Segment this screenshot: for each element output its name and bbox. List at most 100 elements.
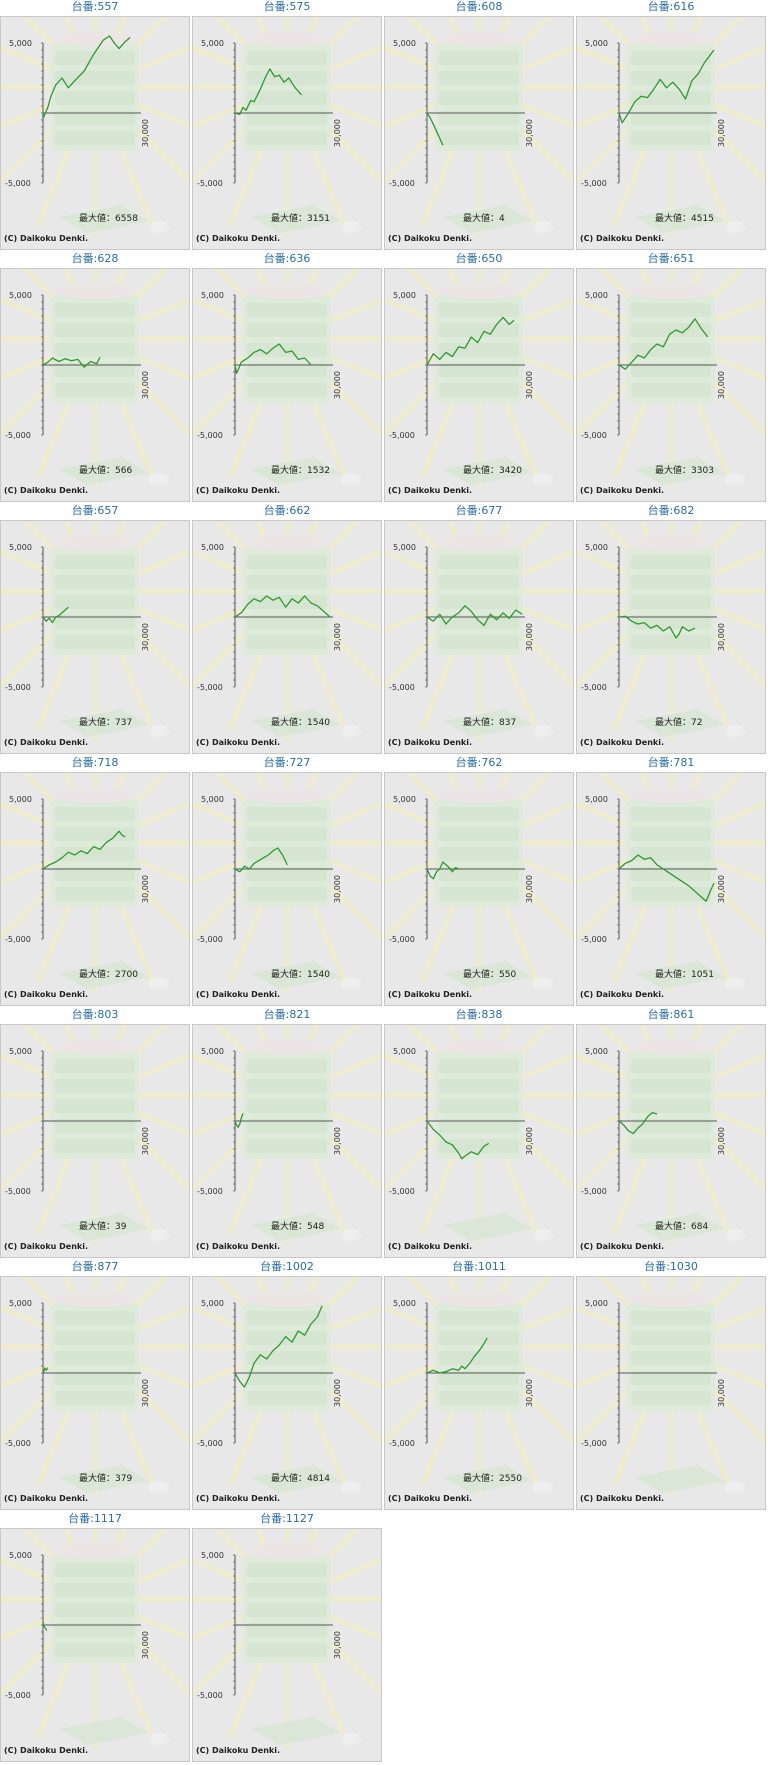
machine-title-link[interactable]: 台番:838 — [455, 1008, 503, 1021]
y-tick-label-bottom: -5,000 — [389, 935, 415, 944]
slump-chart[interactable]: 5,000 -5,000 30,000 最大値：39 (C) Daikoku Denki… — [0, 1024, 190, 1258]
machine-title-link[interactable]: 台番:821 — [263, 1008, 311, 1021]
y-tick-label-bottom: -5,000 — [5, 431, 31, 440]
slump-chart[interactable]: 5,000 -5,000 30,000 最大値：4814 (C) Daikoku Den… — [192, 1276, 382, 1510]
background-art — [193, 1277, 381, 1497]
x-tick-label: 30,000 — [333, 623, 342, 651]
slump-chart[interactable]: 5,000 -5,000 30,000 最大値：4 (C) Daikoku Denki. — [384, 16, 574, 250]
machine-title-link[interactable]: 台番:1030 — [644, 1260, 698, 1273]
max-value-label: 最大値：379 — [79, 1472, 132, 1484]
slump-chart-svg: 5,000 -5,000 30,000 最大値：4814 (C) Daikoku Den… — [193, 1277, 381, 1503]
y-tick-label-top: 5,000 — [393, 543, 416, 552]
machine-card: 台番:1011 5,000 -5,000 30,000 最大値：2550 (C) Daik… — [384, 1260, 574, 1512]
background-art — [193, 269, 381, 489]
slump-chart[interactable]: 5,000 -5,000 30,000 最大値：1051 (C) Daikoku Den… — [576, 772, 766, 1006]
machine-title-link[interactable]: 台番:608 — [455, 0, 503, 13]
machine-title-link[interactable]: 台番:803 — [71, 1008, 119, 1021]
copyright-label: (C) Daikoku Denki. — [388, 738, 472, 747]
slump-chart[interactable]: 5,000 -5,000 30,000 (C) Daikoku Denki. — [0, 1528, 190, 1762]
machine-title-link[interactable]: 台番:682 — [647, 504, 695, 517]
slump-chart[interactable]: 5,000 -5,000 30,000 (C) Daikoku Denki. — [192, 1528, 382, 1762]
slump-chart[interactable]: 5,000 -5,000 30,000 最大値：4515 (C) Daikoku Den… — [576, 16, 766, 250]
copyright-label: (C) Daikoku Denki. — [196, 234, 280, 243]
slump-series-line — [234, 68, 302, 116]
copyright-label: (C) Daikoku Denki. — [196, 738, 280, 747]
y-tick-label-bottom: -5,000 — [581, 431, 607, 440]
machine-title-link[interactable]: 台番:1002 — [260, 1260, 314, 1273]
machine-title-link[interactable]: 台番:677 — [455, 504, 503, 517]
y-tick-label-top: 5,000 — [201, 1047, 224, 1056]
slump-series-line — [426, 112, 444, 146]
slump-chart[interactable]: 5,000 -5,000 30,000 最大値：2700 (C) Daikoku Den… — [0, 772, 190, 1006]
slump-series-line — [618, 1111, 658, 1135]
slump-chart[interactable]: 5,000 -5,000 30,000 最大値：550 (C) Daikoku Denk… — [384, 772, 574, 1006]
background-art — [577, 17, 765, 237]
slump-series-line — [618, 49, 715, 124]
y-tick-label-bottom: -5,000 — [197, 1187, 223, 1196]
machine-title-link[interactable]: 台番:575 — [263, 0, 311, 13]
max-value-label: 最大値：6558 — [79, 212, 138, 224]
y-tick-label-top: 5,000 — [9, 1299, 32, 1308]
slump-chart[interactable]: 5,000 -5,000 30,000 最大値：3151 (C) Daikoku Den… — [192, 16, 382, 250]
slump-chart[interactable]: 5,000 -5,000 30,000 最大値：737 (C) Daikoku Denk… — [0, 520, 190, 754]
machine-card: 台番:727 5,000 -5,000 30,000 最大値：1540 (C) Daiko… — [192, 756, 382, 1008]
machine-title-link[interactable]: 台番:662 — [263, 504, 311, 517]
slump-chart[interactable]: 5,000 -5,000 30,000 最大値：548 (C) Daikoku Denk… — [192, 1024, 382, 1258]
machine-title-link[interactable]: 台番:651 — [647, 252, 695, 265]
machine-title-link[interactable]: 台番:762 — [455, 756, 503, 769]
x-tick-label: 30,000 — [333, 875, 342, 903]
machine-title-link[interactable]: 台番:1011 — [452, 1260, 506, 1273]
slump-chart[interactable]: 5,000 -5,000 30,000 (C) Daikoku Denki. — [384, 1024, 574, 1258]
slump-chart[interactable]: 5,000 -5,000 30,000 最大値：6558 (C) Daikoku Den… — [0, 16, 190, 250]
machine-title-link[interactable]: 台番:727 — [263, 756, 311, 769]
slump-chart[interactable]: 5,000 -5,000 30,000 最大値：684 (C) Daikoku Denk… — [576, 1024, 766, 1258]
y-tick-label-bottom: -5,000 — [389, 431, 415, 440]
max-value-prefix: 最大値： — [463, 212, 499, 224]
slump-series-line — [426, 861, 459, 880]
machine-title-link[interactable]: 台番:616 — [647, 0, 695, 13]
machine-title-link[interactable]: 台番:1117 — [68, 1512, 122, 1525]
machine-title-link[interactable]: 台番:861 — [647, 1008, 695, 1021]
slump-chart[interactable]: 5,000 -5,000 30,000 最大値：2550 (C) Daikoku Den… — [384, 1276, 574, 1510]
machine-title-link[interactable]: 台番:650 — [455, 252, 503, 265]
slump-chart[interactable]: 5,000 -5,000 30,000 (C) Daikoku Denki. — [576, 1276, 766, 1510]
slump-chart[interactable]: 5,000 -5,000 30,000 最大値：3420 (C) Daikoku Den… — [384, 268, 574, 502]
slump-series-line — [426, 316, 515, 366]
slump-chart[interactable]: 5,000 -5,000 30,000 最大値：837 (C) Daikoku Denk… — [384, 520, 574, 754]
slump-series-line — [426, 605, 523, 627]
machine-title-link[interactable]: 台番:636 — [263, 252, 311, 265]
slump-series-line — [234, 1305, 323, 1388]
slump-chart-svg: 5,000 -5,000 30,000 最大値：72 (C) Daikoku Denki… — [577, 521, 765, 747]
x-tick-label: 30,000 — [717, 371, 726, 399]
slump-chart-svg: 5,000 -5,000 30,000 最大値：3151 (C) Daikoku Den… — [193, 17, 381, 243]
max-value-prefix: 最大値： — [655, 464, 691, 476]
machine-title-link[interactable]: 台番:718 — [71, 756, 119, 769]
max-value-label: 最大値：4814 — [271, 1472, 330, 1484]
machine-title-link[interactable]: 台番:628 — [71, 252, 119, 265]
background-art — [577, 269, 765, 489]
machine-title-link[interactable]: 台番:781 — [647, 756, 695, 769]
copyright-label: (C) Daikoku Denki. — [4, 1242, 88, 1251]
slump-chart[interactable]: 5,000 -5,000 30,000 最大値：72 (C) Daikoku Denki… — [576, 520, 766, 754]
y-tick-label-top: 5,000 — [201, 39, 224, 48]
slump-chart[interactable]: 5,000 -5,000 30,000 最大値：379 (C) Daikoku Denk… — [0, 1276, 190, 1510]
y-tick-label-bottom: -5,000 — [581, 935, 607, 944]
machine-card: 台番:1002 5,000 -5,000 30,000 最大値：4814 (C) Daik… — [192, 1260, 382, 1512]
slump-chart[interactable]: 5,000 -5,000 30,000 最大値：1532 (C) Daikoku Den… — [192, 268, 382, 502]
slump-chart[interactable]: 5,000 -5,000 30,000 最大値：1540 (C) Daikoku Den… — [192, 772, 382, 1006]
max-value-label: 最大値：737 — [79, 716, 132, 728]
machine-title-link[interactable]: 台番:877 — [71, 1260, 119, 1273]
slump-chart[interactable]: 5,000 -5,000 30,000 最大値：566 (C) Daikoku Denk… — [0, 268, 190, 502]
y-tick-label-top: 5,000 — [585, 543, 608, 552]
slump-series-line — [234, 595, 331, 618]
y-tick-label-bottom: -5,000 — [389, 1439, 415, 1448]
slump-chart[interactable]: 5,000 -5,000 30,000 最大値：3303 (C) Daikoku Den… — [576, 268, 766, 502]
machine-title-link[interactable]: 台番:557 — [71, 0, 119, 13]
slump-chart[interactable]: 5,000 -5,000 30,000 最大値：1540 (C) Daikoku Den… — [192, 520, 382, 754]
machine-title-link[interactable]: 台番:1127 — [260, 1512, 314, 1525]
max-value-number: 837 — [499, 718, 516, 728]
slump-series-line — [42, 35, 131, 118]
max-value-label: 最大値：39 — [79, 1220, 127, 1232]
machine-title-link[interactable]: 台番:657 — [71, 504, 119, 517]
y-tick-label-bottom: -5,000 — [5, 179, 31, 188]
